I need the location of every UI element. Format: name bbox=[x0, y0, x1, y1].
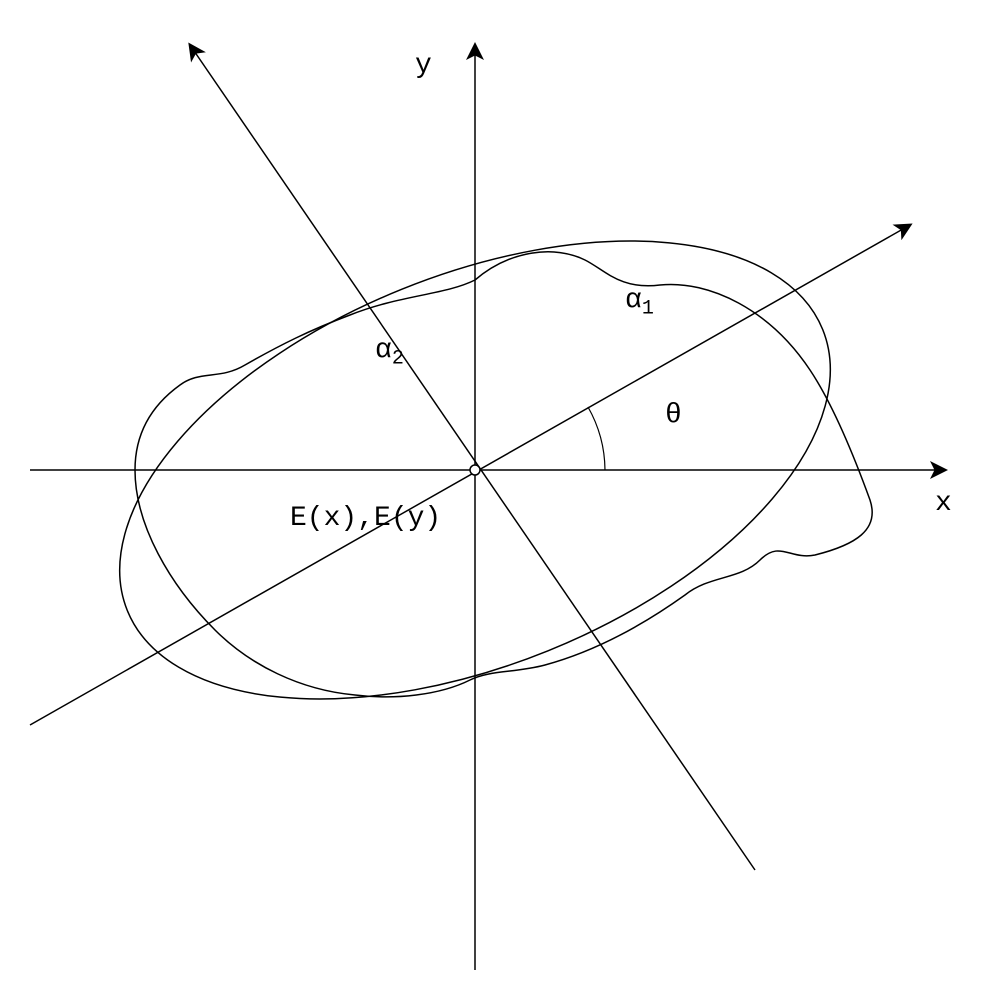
alpha2-axis-upper bbox=[190, 45, 755, 870]
x-axis-label: x bbox=[935, 488, 952, 519]
coordinate-diagram bbox=[0, 0, 994, 1000]
alpha1-label: α1 bbox=[625, 285, 654, 321]
data-blob bbox=[135, 252, 872, 697]
y-axis-label: y bbox=[415, 50, 432, 81]
alpha2-label: α2 bbox=[375, 335, 404, 371]
alpha1-axis bbox=[30, 225, 910, 725]
theta-label: θ bbox=[665, 400, 682, 431]
theta-arc bbox=[588, 407, 605, 470]
origin-marker bbox=[470, 465, 480, 475]
origin-label: E(x),E(y) bbox=[290, 503, 441, 534]
